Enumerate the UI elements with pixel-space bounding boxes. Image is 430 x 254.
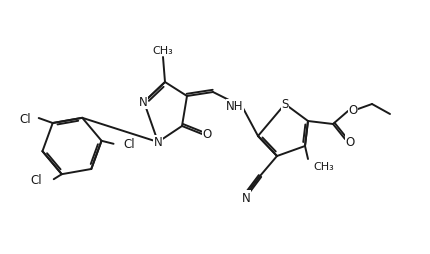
Text: Cl: Cl [30,173,42,186]
Text: NH: NH [226,100,244,113]
Text: CH₃: CH₃ [153,46,173,56]
Text: N: N [154,136,163,149]
Text: O: O [345,135,355,148]
Text: Cl: Cl [19,112,31,125]
Text: CH₃: CH₃ [313,161,334,171]
Text: N: N [242,191,250,204]
Text: O: O [203,128,212,141]
Text: Cl: Cl [123,138,135,151]
Text: O: O [348,103,358,116]
Text: N: N [138,96,147,109]
Text: S: S [281,98,289,111]
